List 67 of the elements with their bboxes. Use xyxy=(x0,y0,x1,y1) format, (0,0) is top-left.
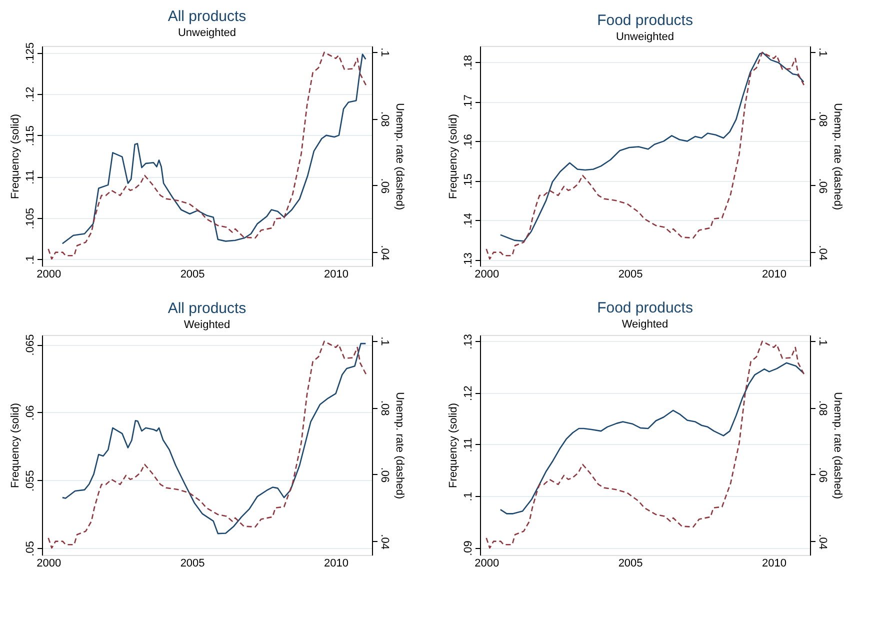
y-tick-label: .11 xyxy=(462,438,474,452)
x-tick-label: 2005 xyxy=(618,268,643,280)
y2-tick-label: .08 xyxy=(378,400,390,416)
y-tick-label: .1 xyxy=(462,492,474,502)
y-tick-label: .055 xyxy=(24,470,36,492)
y-tick-label: .11 xyxy=(24,170,36,184)
y-tick-label: .15 xyxy=(462,174,474,189)
x-tick-label: 2010 xyxy=(324,268,349,280)
y-tick-label: .12 xyxy=(24,86,36,102)
y-tick-label: .14 xyxy=(462,213,474,228)
chart-title: Food products xyxy=(597,12,693,29)
y2-axis-title: Unemp. rate (dashed) xyxy=(394,103,406,210)
y2-tick-label: .04 xyxy=(816,245,828,260)
y-axis-title: Frequency (solid) xyxy=(10,403,22,488)
y-axis-title: Frequency (solid) xyxy=(448,403,460,488)
y-tick-label: .105 xyxy=(24,208,36,230)
x-tick-label: 2000 xyxy=(36,558,62,570)
y-axis-title: Frequency (solid) xyxy=(448,114,460,199)
y2-tick-label: .06 xyxy=(816,467,828,483)
y-tick-label: .125 xyxy=(24,42,36,64)
y2-axis-title: Unemp. rate (dashed) xyxy=(832,103,844,210)
y-tick-label: .17 xyxy=(462,94,474,110)
y2-tick-label: .08 xyxy=(816,111,828,127)
y2-axis-title: Unemp. rate (dashed) xyxy=(832,392,844,499)
x-tick-label: 2010 xyxy=(324,558,349,570)
y2-tick-label: .1 xyxy=(816,336,828,346)
y-tick-label: .18 xyxy=(462,55,474,70)
y2-tick-label: .04 xyxy=(378,245,390,260)
y2-tick-label: .1 xyxy=(378,336,390,346)
y2-tick-label: .04 xyxy=(816,534,828,550)
y2-tick-label: .08 xyxy=(816,400,828,416)
y-tick-label: .12 xyxy=(462,386,474,401)
y-tick-label: .065 xyxy=(24,334,36,356)
y2-tick-label: .1 xyxy=(816,48,828,57)
y-tick-label: .13 xyxy=(462,334,474,350)
chart-subtitle: Unweighted xyxy=(616,31,674,43)
y2-tick-label: .1 xyxy=(378,48,390,57)
x-tick-label: 2010 xyxy=(762,558,787,570)
chart-subtitle: Unweighted xyxy=(178,26,236,39)
y2-axis-title: Unemp. rate (dashed) xyxy=(394,392,406,499)
chart-subtitle: Weighted xyxy=(184,318,230,331)
y-tick-label: .1 xyxy=(24,255,36,264)
x-tick-label: 2000 xyxy=(474,558,500,570)
y-tick-label: .05 xyxy=(24,541,36,556)
x-tick-label: 2000 xyxy=(474,268,500,280)
line-series xyxy=(486,340,805,549)
chart-title: All products xyxy=(168,300,246,317)
x-tick-label: 2005 xyxy=(180,558,205,570)
x-tick-label: 2010 xyxy=(762,268,787,280)
chart-title: Food products xyxy=(597,300,693,317)
y-axis-title: Frequency (solid) xyxy=(10,114,22,199)
y-tick-label: .13 xyxy=(462,252,474,268)
y2-tick-label: .08 xyxy=(378,111,390,127)
chart-subtitle: Weighted xyxy=(622,318,668,331)
line-series xyxy=(500,362,804,514)
y-tick-label: .16 xyxy=(462,134,474,150)
y2-tick-label: .06 xyxy=(378,467,390,483)
y-tick-label: .06 xyxy=(24,405,36,421)
x-tick-label: 2005 xyxy=(618,558,643,570)
x-tick-label: 2005 xyxy=(180,268,205,280)
y-tick-label: .09 xyxy=(462,540,474,556)
x-tick-label: 2000 xyxy=(36,268,62,280)
chart-title: All products xyxy=(168,8,246,25)
y2-tick-label: .06 xyxy=(378,178,390,194)
y2-tick-label: .04 xyxy=(378,534,390,550)
y2-tick-label: .06 xyxy=(816,178,828,194)
y-tick-label: .115 xyxy=(24,126,36,146)
